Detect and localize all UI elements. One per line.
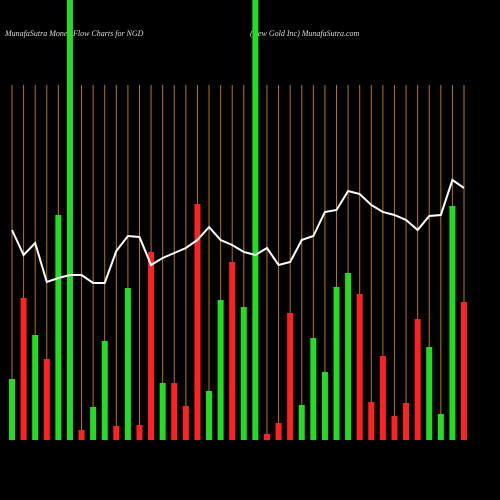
bar xyxy=(310,338,317,440)
bar xyxy=(298,405,305,440)
bar xyxy=(159,383,166,440)
bar xyxy=(379,356,386,440)
bar xyxy=(263,434,270,440)
bar xyxy=(113,426,120,440)
bar xyxy=(148,252,155,440)
bar xyxy=(449,206,456,440)
bar xyxy=(182,406,189,440)
bar xyxy=(136,425,143,440)
money-flow-line xyxy=(11,178,465,284)
bar xyxy=(240,307,247,440)
bar xyxy=(171,383,178,440)
bar xyxy=(101,341,108,440)
bar xyxy=(275,423,282,440)
bar xyxy=(414,319,421,440)
bar xyxy=(194,204,201,440)
bar xyxy=(124,288,131,440)
bar xyxy=(229,262,236,440)
bar xyxy=(32,335,39,440)
bar xyxy=(66,0,73,440)
bar xyxy=(345,273,352,440)
bar xyxy=(403,403,410,440)
bar xyxy=(391,416,398,440)
bar xyxy=(321,372,328,440)
bar xyxy=(55,215,62,440)
bar xyxy=(20,298,27,440)
chart-subtitle: (New Gold Inc) MunafaSutra.com xyxy=(250,29,360,38)
bar xyxy=(78,430,85,440)
bar xyxy=(461,302,467,440)
bar xyxy=(43,359,50,440)
bar xyxy=(217,300,224,440)
bar xyxy=(437,414,444,440)
bar xyxy=(206,391,213,440)
bar xyxy=(90,407,97,440)
bar xyxy=(356,294,363,440)
bar xyxy=(333,287,340,440)
bar xyxy=(426,347,433,440)
bar xyxy=(252,0,259,440)
bar xyxy=(368,402,375,440)
bar xyxy=(287,313,294,440)
bar xyxy=(9,379,15,440)
chart-title: MunafaSutra Money Flow Charts for NGD xyxy=(4,29,144,38)
